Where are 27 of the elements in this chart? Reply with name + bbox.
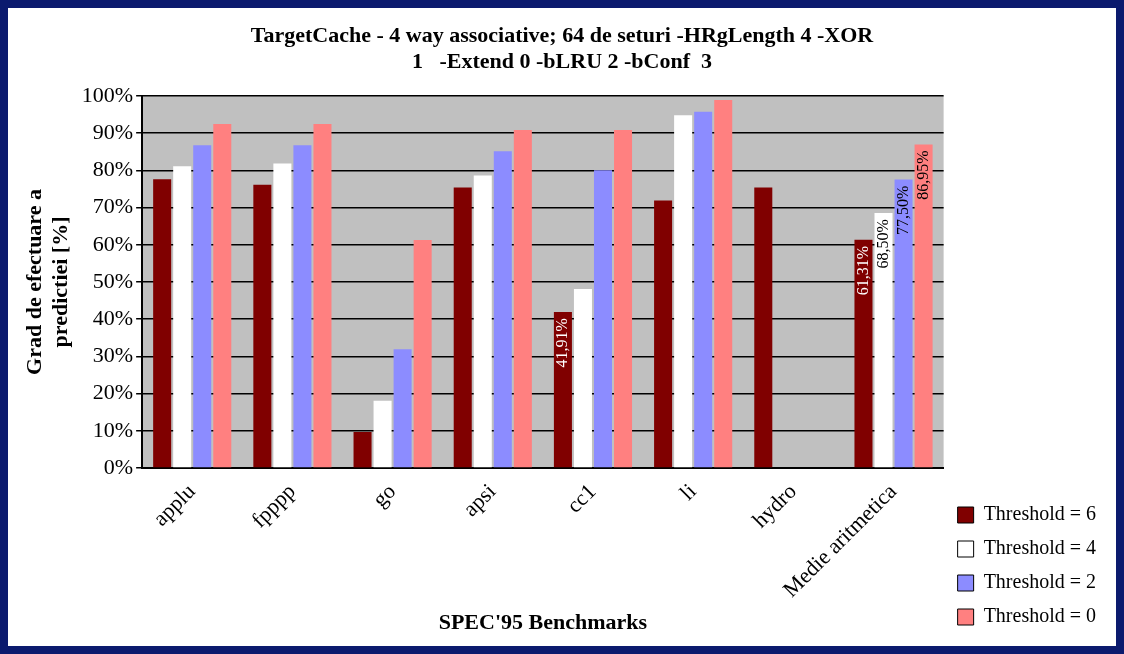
x-tick-label: apsi <box>457 478 501 522</box>
y-axis-title: Grad de efectuare a predictiei [%] <box>20 188 73 375</box>
x-tick-label: go <box>366 478 401 512</box>
legend-label: Threshold = 6 <box>983 502 1096 525</box>
y-tick-label: 80% <box>92 156 134 182</box>
y-tick-label: 0% <box>103 453 134 479</box>
y-tick-label: 100% <box>81 81 134 107</box>
y-tick-label: 40% <box>92 304 134 330</box>
chart-title: TargetCache - 4 way associative; 64 de seturi -HRgLength 4 -XOR 1 -Extend 0 -bLRU 2 -bConf 3 <box>250 21 875 74</box>
data-label: 68,50% <box>873 219 891 269</box>
legend-label: Threshold = 0 <box>983 604 1096 627</box>
data-label: 41,91% <box>553 318 571 368</box>
y-tick-label: 10% <box>92 416 134 442</box>
y-tick-label: 70% <box>92 193 134 219</box>
legend-label: Threshold = 2 <box>983 570 1096 593</box>
x-tick-label: cc1 <box>561 478 601 518</box>
y-tick-label: 50% <box>92 267 134 293</box>
data-label: 77,50% <box>893 185 911 235</box>
x-tick-label: li <box>674 478 701 505</box>
y-tick-label: 60% <box>92 230 134 256</box>
data-label: 61,31% <box>853 245 871 296</box>
data-label: 86,95% <box>913 150 931 200</box>
y-tick-label: 30% <box>92 342 134 368</box>
x-axis-title: SPEC'95 Benchmarks <box>438 609 648 635</box>
y-tick-label: 20% <box>92 379 134 405</box>
y-tick-label: 90% <box>92 118 134 144</box>
legend-label: Threshold = 4 <box>983 536 1096 559</box>
